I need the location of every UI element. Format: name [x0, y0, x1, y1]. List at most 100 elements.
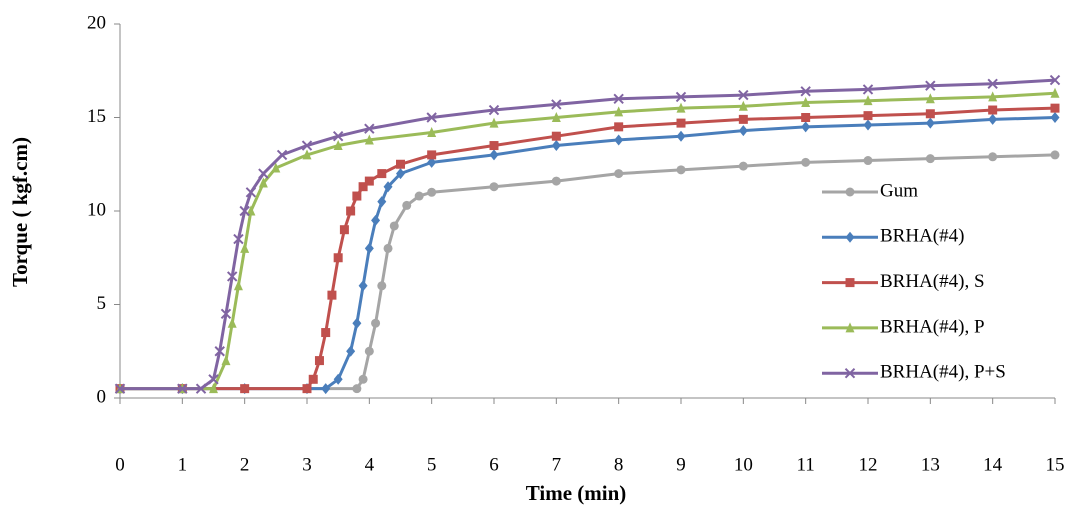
- marker: [677, 131, 686, 142]
- marker: [234, 280, 243, 290]
- marker: [739, 162, 748, 171]
- x-tick-label: 2: [240, 454, 250, 475]
- marker: [402, 201, 411, 210]
- legend-label: BRHA(#4), P: [880, 316, 985, 337]
- marker: [365, 347, 374, 356]
- marker: [327, 291, 336, 300]
- marker: [371, 215, 380, 226]
- marker: [1051, 150, 1060, 159]
- chart: Time (min) Torque ( kgf.cm) 051015200123…: [0, 0, 1072, 512]
- marker: [359, 280, 368, 291]
- marker: [384, 244, 393, 253]
- marker: [801, 121, 810, 132]
- y-axis-label: Torque ( kgf.cm): [8, 137, 32, 287]
- marker: [352, 192, 361, 201]
- legend-label: BRHA(#4), P+S: [880, 362, 1006, 383]
- marker: [365, 177, 374, 186]
- marker: [1051, 112, 1060, 123]
- marker: [490, 149, 499, 160]
- marker: [864, 119, 873, 130]
- marker: [926, 154, 935, 163]
- marker: [614, 134, 623, 145]
- marker: [340, 225, 349, 234]
- marker: [390, 221, 399, 230]
- marker: [846, 188, 855, 197]
- marker: [365, 243, 374, 254]
- marker: [359, 375, 368, 384]
- marker: [240, 384, 249, 393]
- marker: [988, 106, 997, 115]
- y-tick-label: 10: [87, 199, 106, 220]
- legend-item: Gum: [822, 180, 918, 201]
- y-tick-label: 15: [87, 106, 106, 127]
- marker: [309, 375, 318, 384]
- marker: [739, 125, 748, 136]
- legend-item: BRHA(#4), P+S: [822, 362, 1006, 383]
- marker: [490, 141, 499, 150]
- legend-label: BRHA(#4): [880, 226, 964, 247]
- x-tick-label: 15: [1046, 454, 1065, 475]
- marker: [739, 115, 748, 124]
- x-tick-label: 1: [178, 454, 188, 475]
- marker: [346, 207, 355, 216]
- x-tick-label: 13: [921, 454, 940, 475]
- x-tick-label: 12: [859, 454, 878, 475]
- marker: [614, 169, 623, 178]
- x-tick-label: 4: [365, 454, 375, 475]
- marker: [221, 355, 230, 365]
- marker: [677, 119, 686, 128]
- marker: [552, 132, 561, 141]
- marker: [614, 122, 623, 131]
- marker: [427, 188, 436, 197]
- marker: [352, 384, 361, 393]
- legend-item: BRHA(#4), P: [822, 316, 985, 337]
- marker: [846, 278, 855, 287]
- x-axis-label: Time (min): [526, 481, 627, 505]
- legend-item: BRHA(#4), S: [822, 271, 985, 292]
- marker: [240, 243, 249, 253]
- marker: [490, 182, 499, 191]
- marker: [926, 118, 935, 129]
- marker: [371, 319, 380, 328]
- x-tick-label: 9: [676, 454, 686, 475]
- x-tick-label: 6: [489, 454, 499, 475]
- marker: [303, 384, 312, 393]
- legend-label: BRHA(#4), S: [880, 271, 985, 292]
- marker: [427, 150, 436, 159]
- marker: [334, 253, 343, 262]
- x-tick-label: 7: [552, 454, 562, 475]
- marker: [552, 177, 561, 186]
- x-tick-label: 0: [115, 454, 125, 475]
- marker: [926, 109, 935, 118]
- marker: [352, 318, 361, 329]
- series-line: [120, 108, 1055, 389]
- marker: [396, 160, 405, 169]
- y-tick-label: 20: [87, 12, 106, 33]
- marker: [228, 318, 237, 328]
- marker: [315, 356, 324, 365]
- marker: [988, 114, 997, 125]
- x-tick-label: 5: [427, 454, 437, 475]
- x-tick-label: 8: [614, 454, 624, 475]
- marker: [552, 140, 561, 151]
- x-tick-label: 10: [734, 454, 753, 475]
- marker: [846, 232, 855, 243]
- legend-label: Gum: [880, 180, 918, 201]
- x-tick-label: 11: [797, 454, 815, 475]
- marker: [259, 169, 268, 178]
- page: Time (min) Torque ( kgf.cm) 051015200123…: [0, 0, 1072, 512]
- marker: [321, 328, 330, 337]
- marker: [864, 156, 873, 165]
- marker: [377, 169, 386, 178]
- x-tick-label: 3: [302, 454, 312, 475]
- y-tick-label: 0: [97, 386, 107, 407]
- marker: [1051, 104, 1060, 113]
- marker: [801, 113, 810, 122]
- marker: [377, 281, 386, 290]
- y-tick-label: 5: [97, 293, 107, 314]
- marker: [988, 152, 997, 161]
- marker: [677, 165, 686, 174]
- marker: [864, 111, 873, 120]
- x-tick-label: 14: [983, 454, 1003, 475]
- marker: [415, 192, 424, 201]
